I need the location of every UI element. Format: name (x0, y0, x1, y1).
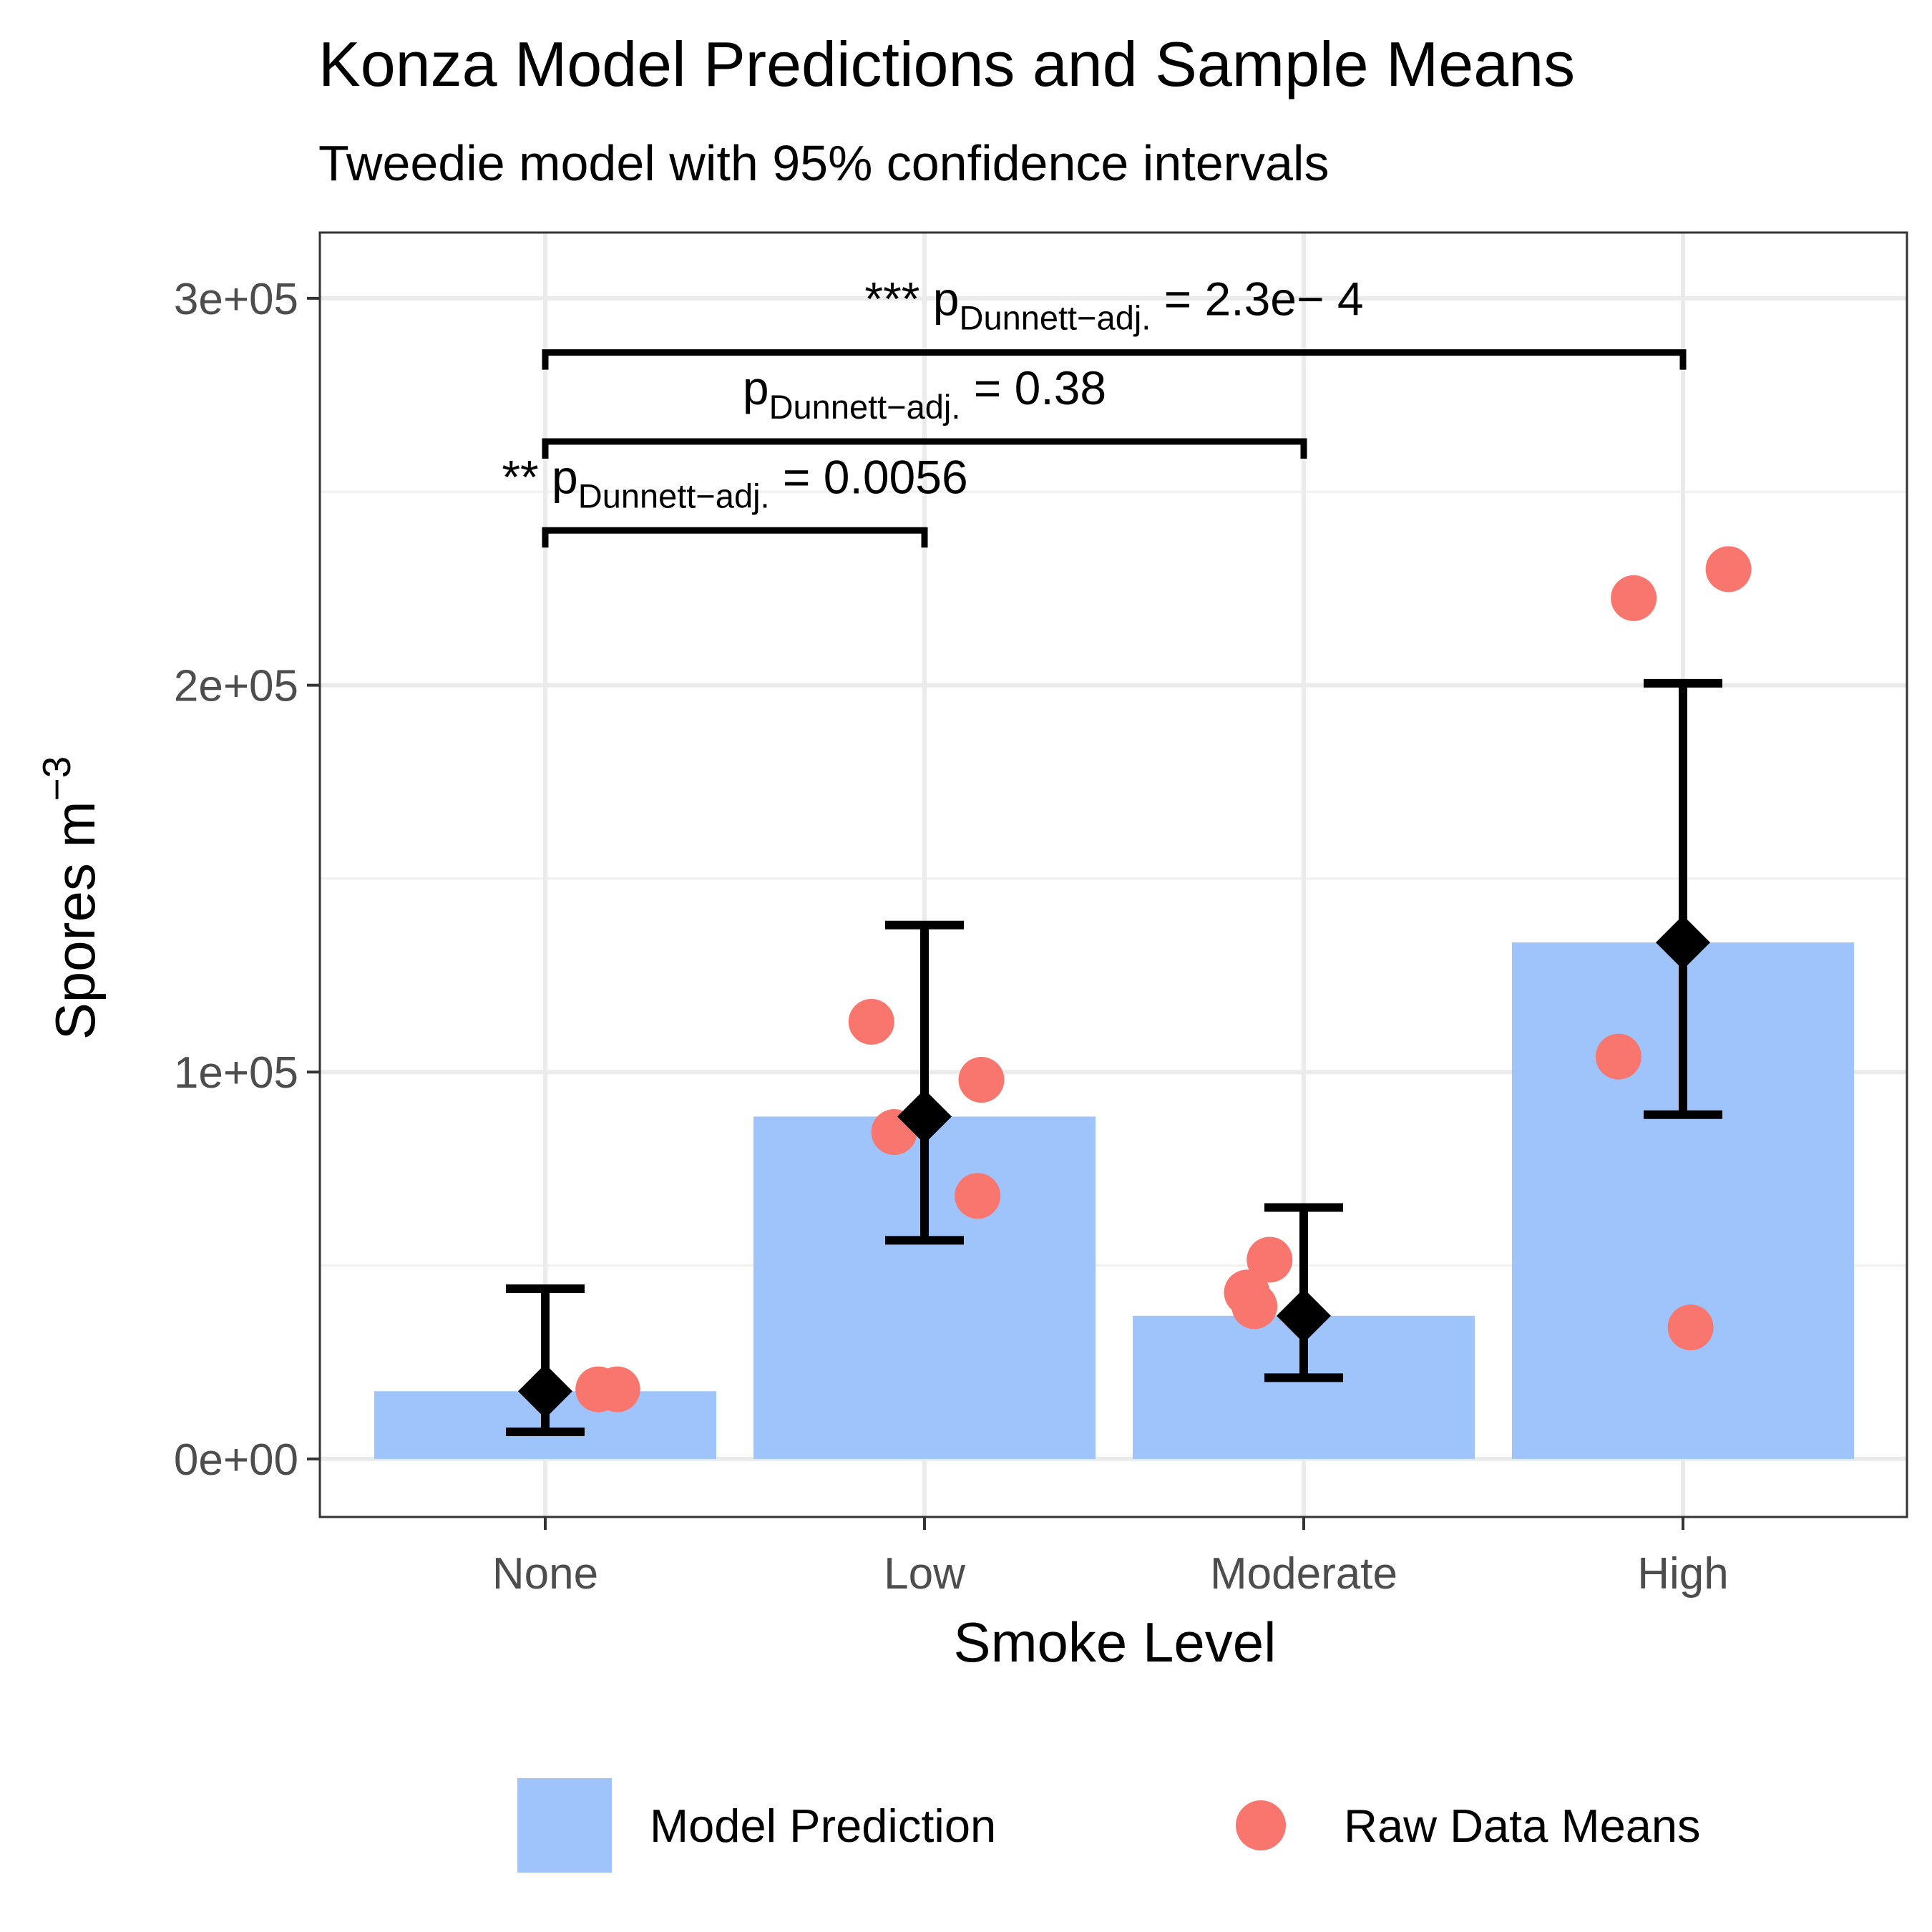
x-axis-title: Smoke Level (954, 1611, 1277, 1674)
significance-bracket: *** pDunnett−adj. = 2.3e− 4 (542, 273, 1687, 370)
x-tick-label: Moderate (1210, 1549, 1397, 1599)
y-tick-label: 2e+05 (174, 662, 298, 711)
model-estimate-point (897, 1089, 952, 1144)
chart-title: Konza Model Predictions and Sample Means (318, 29, 1575, 99)
legend-label-model-prediction: Model Prediction (650, 1800, 996, 1852)
raw-data-point (1231, 1283, 1278, 1330)
bracket-p-label: p (552, 450, 578, 503)
bracket-p-value: = 0.38 (960, 361, 1106, 414)
bracket-p-subscript: Dunnett−adj. (769, 388, 961, 426)
bracket-line (542, 438, 1307, 459)
raw-data-point (1595, 1033, 1641, 1080)
y-axis-title-superscript: −3 (34, 756, 79, 801)
y-tick-label: 3e+05 (174, 275, 298, 324)
x-tick-label: Low (884, 1549, 965, 1599)
legend: Model Prediction Raw Data Means (517, 1778, 1701, 1873)
y-axis-title: Spores m−3 (34, 756, 107, 1040)
errorbar-moderate (1264, 1203, 1343, 1382)
bracket-p-value: = 0.0056 (770, 450, 968, 503)
errorbar-high (1644, 678, 1722, 1119)
raw-data-point (958, 1057, 1005, 1103)
raw-data-point (955, 1173, 1001, 1219)
raw-data-point (1611, 575, 1657, 621)
model-estimate-point (1656, 915, 1710, 970)
bracket-label: pDunnett−adj. = 0.38 (743, 361, 1106, 426)
raw-data-point (1705, 546, 1752, 592)
significance-bracket: ** pDunnett−adj. = 0.0056 (502, 450, 968, 548)
y-tick-label: 0e+00 (174, 1435, 298, 1485)
raw-data-point (848, 998, 894, 1045)
bracket-label: *** pDunnett−adj. = 2.3e− 4 (864, 273, 1363, 337)
significance-bracket: pDunnett−adj. = 0.38 (542, 361, 1307, 459)
y-tick-label: 1e+05 (174, 1048, 298, 1098)
raw-data-point (1667, 1304, 1714, 1351)
bracket-p-subscript: Dunnett−adj. (960, 299, 1151, 337)
raw-data-point (594, 1366, 640, 1413)
x-tick-label: High (1637, 1549, 1729, 1599)
bracket-p-label: p (743, 361, 769, 414)
chart-subtitle: Tweedie model with 95% confidence interv… (318, 135, 1329, 191)
bracket-p-subscript: Dunnett−adj. (578, 477, 770, 514)
model-estimate-point (1277, 1288, 1331, 1343)
bracket-p-label: p (933, 273, 960, 326)
bracket-stars: *** (864, 273, 932, 326)
bracket-line (542, 527, 928, 548)
errorbar-low (885, 920, 964, 1245)
panel-border (318, 231, 1908, 1518)
bracket-label: ** pDunnett−adj. = 0.0056 (502, 450, 967, 514)
bracket-line (542, 349, 1687, 370)
model-estimate-point (518, 1364, 572, 1419)
legend-label-raw-data-means: Raw Data Means (1344, 1800, 1701, 1852)
legend-key-model-prediction (517, 1778, 612, 1873)
bracket-p-value: = 2.3e− 4 (1151, 273, 1363, 326)
raw-data-point (1246, 1236, 1293, 1283)
bracket-stars: ** (502, 450, 552, 503)
x-tick-label: None (492, 1549, 598, 1599)
errorbar-none (506, 1284, 585, 1437)
legend-key-raw-data-means (1236, 1800, 1286, 1850)
y-axis-title-base: Spores m (44, 801, 107, 1040)
